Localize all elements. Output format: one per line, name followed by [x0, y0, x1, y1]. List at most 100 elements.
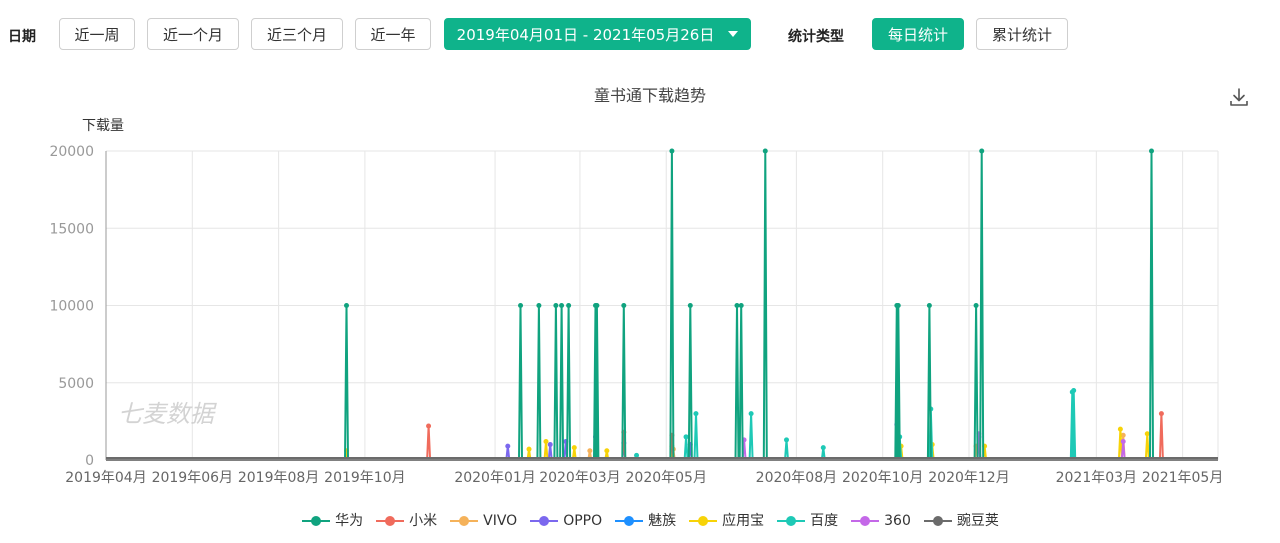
x-tick-label: 2020年12月	[928, 470, 1009, 486]
data-point	[748, 411, 754, 417]
data-point	[594, 303, 600, 308]
legend-label: 应用宝	[722, 513, 765, 529]
legend-marker-icon	[923, 516, 952, 526]
data-point	[738, 303, 744, 308]
y-tick-label: 5000	[58, 376, 94, 392]
legend-marker-icon	[689, 516, 718, 526]
legend-item[interactable]: 小米	[375, 510, 437, 530]
data-point	[926, 303, 932, 308]
data-point	[621, 303, 627, 308]
legend-label: 360	[884, 513, 911, 529]
data-point	[634, 452, 640, 458]
watermark: 七麦数据	[118, 400, 217, 428]
data-point	[505, 443, 511, 449]
download-trend-chart: 下载量 七麦数据 0 5000 10000 15000 20000 2019年04月 20…	[49, 118, 1223, 486]
legend-label: 百度	[810, 513, 839, 529]
daily-stat-button[interactable]: 每日统计	[872, 18, 964, 50]
data-point	[553, 303, 559, 308]
data-point	[604, 448, 610, 454]
date-range-picker[interactable]: 2019年04月01日 - 2021年05月26日	[444, 18, 751, 50]
legend-label: 小米	[409, 513, 438, 529]
x-tick-label: 2019年10月	[324, 470, 405, 486]
cumulative-stat-button[interactable]: 累计统计	[976, 18, 1068, 50]
data-point	[895, 303, 901, 308]
data-point	[536, 303, 542, 308]
legend-item[interactable]: 魅族	[614, 510, 676, 530]
range-three-months-button[interactable]: 近三个月	[251, 18, 343, 50]
data-point	[587, 448, 593, 454]
series-line	[344, 428, 1150, 461]
stat-type-label: 统计类型	[788, 29, 844, 45]
x-tick-label: 2019年06月	[152, 470, 233, 486]
data-point	[571, 445, 577, 451]
legend-item[interactable]: 豌豆荚	[923, 510, 999, 530]
data-point	[526, 446, 532, 452]
series-3	[587, 432, 1126, 461]
x-tick-label: 2019年08月	[238, 470, 319, 486]
y-tick-label: 10000	[49, 299, 94, 315]
data-point	[973, 303, 979, 308]
data-point	[979, 148, 985, 154]
legend-item[interactable]: 百度	[776, 510, 838, 530]
legend-label: VIVO	[483, 513, 518, 529]
legend-item[interactable]: 360	[850, 513, 911, 529]
data-point	[1117, 426, 1123, 432]
y-axis-label: 下载量	[82, 118, 124, 134]
legend-item[interactable]: 华为	[301, 510, 363, 530]
data-point	[693, 411, 699, 417]
legend-marker-icon	[450, 516, 479, 526]
data-point	[1120, 438, 1126, 444]
data-point	[734, 303, 740, 308]
x-tick-label: 2021年03月	[1056, 470, 1137, 486]
data-point	[687, 303, 693, 308]
data-point	[547, 442, 553, 448]
x-tick-label: 2021年05月	[1142, 470, 1223, 486]
legend-marker-icon	[615, 516, 644, 526]
data-point	[426, 423, 432, 429]
series-1	[344, 148, 1155, 461]
data-point	[1071, 387, 1077, 393]
range-year-button[interactable]: 近一年	[355, 18, 431, 50]
x-tick-label: 2020年05月	[626, 470, 707, 486]
legend-item[interactable]: VIVO	[449, 513, 517, 529]
data-point	[762, 148, 768, 154]
data-point	[1149, 148, 1155, 154]
legend-marker-icon	[777, 516, 806, 526]
chart-legend: 华为 小米 VIVO OPPO 魅族 应用宝 百度 360 豌豆荚	[0, 510, 1280, 530]
legend-label: 豌豆荚	[956, 513, 999, 529]
caret-down-icon	[728, 30, 739, 37]
legend-marker-icon	[302, 516, 331, 526]
series-line	[634, 389, 1077, 461]
legend-label: 魅族	[648, 513, 677, 529]
legend-item[interactable]: OPPO	[529, 513, 602, 529]
data-point	[518, 303, 524, 308]
range-month-button[interactable]: 近一个月	[147, 18, 239, 50]
range-week-button[interactable]: 近一周	[59, 18, 135, 50]
filter-toolbar: 日期 近一周 近一个月 近三个月 近一年 2019年04月01日 - 2021年…	[0, 18, 1280, 52]
series-7	[634, 387, 1077, 461]
data-point	[683, 434, 689, 440]
data-point	[820, 445, 826, 451]
date-range-text: 2019年04月01日 - 2021年05月26日	[456, 26, 715, 44]
x-tick-label: 2020年01月	[454, 470, 535, 486]
legend-label: OPPO	[563, 513, 603, 529]
y-tick-label: 20000	[49, 144, 94, 160]
series-line	[587, 434, 1126, 461]
y-tick-label: 15000	[49, 221, 94, 237]
x-tick-label: 2020年10月	[842, 470, 923, 486]
date-label: 日期	[8, 29, 36, 45]
series-6	[344, 426, 1150, 461]
legend-marker-icon	[376, 516, 405, 526]
data-point	[1158, 411, 1164, 417]
legend-label: 华为	[335, 513, 364, 529]
data-point	[1120, 432, 1126, 438]
data-point	[543, 438, 549, 444]
legend-marker-icon	[530, 516, 559, 526]
download-icon[interactable]	[1228, 86, 1250, 108]
data-point	[1144, 431, 1150, 437]
legend-marker-icon	[851, 516, 880, 526]
legend-item[interactable]: 应用宝	[688, 510, 764, 530]
y-tick-label: 0	[85, 453, 94, 469]
x-tick-label: 2019年04月	[65, 470, 146, 486]
data-point	[669, 148, 675, 154]
